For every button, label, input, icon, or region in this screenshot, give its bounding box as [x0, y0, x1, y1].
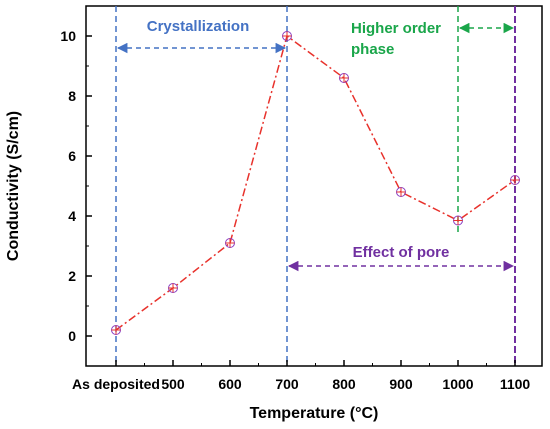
y-tick-label: 8	[68, 88, 76, 104]
data-point	[510, 175, 520, 185]
annotation-effect-of-pore: Effect of pore	[353, 244, 450, 261]
x-tick-label: 1100	[500, 376, 531, 392]
data-point	[111, 325, 121, 335]
series-line	[115, 34, 516, 331]
x-tick-label: 700	[275, 376, 299, 392]
data-point	[225, 238, 235, 248]
x-tick-label: 600	[218, 376, 242, 392]
x-tick-label: 900	[389, 376, 413, 392]
data-point	[453, 215, 463, 226]
x-tick-label: 500	[161, 376, 185, 392]
y-tick-label: 0	[68, 328, 76, 344]
x-tick-label: As deposited	[72, 376, 160, 392]
data-point	[168, 283, 178, 293]
annotation-phase: phase	[351, 41, 394, 58]
annotation-higher-order: Higher order	[351, 20, 441, 37]
y-tick-label: 2	[68, 268, 76, 284]
y-axis: 0 2 4 6 8 10	[60, 28, 92, 344]
y-tick-label: 6	[68, 148, 76, 164]
x-tick-label: 800	[332, 376, 356, 392]
guide-lines	[115, 6, 516, 366]
data-point	[339, 73, 349, 83]
annotation-crystallization: Crystallization	[147, 18, 250, 35]
plot-frame	[85, 5, 543, 367]
data-point	[282, 31, 292, 41]
y-tick-label: 4	[68, 208, 76, 224]
x-axis: As deposited 500 600 700 800 900 1000 1100	[72, 360, 530, 392]
x-axis-title: Temperature (°C)	[250, 405, 379, 422]
data-point	[396, 187, 406, 197]
series-conductivity	[111, 31, 520, 335]
x-tick-label: 1000	[442, 376, 473, 392]
y-tick-label: 10	[60, 28, 76, 44]
y-axis-title: Conductivity (S/cm)	[5, 111, 22, 261]
